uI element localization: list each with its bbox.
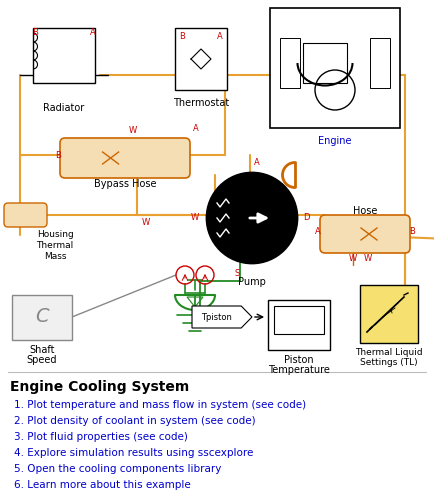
Text: Mass: Mass [44,252,66,261]
Text: Radiator: Radiator [43,103,85,113]
Text: W: W [129,126,137,135]
Text: 2. Plot density of coolant in system (see code): 2. Plot density of coolant in system (se… [14,416,256,426]
FancyBboxPatch shape [60,138,190,178]
Bar [268,300,330,350]
Text: Speed: Speed [27,355,57,365]
Text: B: B [179,32,185,41]
Bar [280,38,300,88]
Bar [175,28,227,90]
Text: Hose: Hose [353,206,377,216]
Text: Engine Cooling System: Engine Cooling System [10,380,189,394]
Text: C: C [35,308,49,327]
Text: A: A [193,124,199,133]
Circle shape [207,173,297,263]
Text: A: A [217,32,223,41]
Text: Engine: Engine [318,136,352,146]
FancyBboxPatch shape [320,215,410,253]
Text: Pump: Pump [238,277,266,287]
Text: B: B [409,227,415,236]
Text: 4. Explore simulation results using sscexplore: 4. Explore simulation results using ssce… [14,448,253,458]
Bar [370,38,390,88]
Bar [270,8,400,128]
Text: 3. Plot fluid properties (see code): 3. Plot fluid properties (see code) [14,432,188,442]
Text: W: W [349,254,357,263]
Text: D: D [303,213,309,222]
Text: W: W [142,218,150,227]
Text: Thermal: Thermal [36,241,74,250]
Text: Tpiston: Tpiston [201,313,231,322]
Bar [12,295,72,340]
Text: A: A [90,28,96,37]
Text: 5. Open the cooling components library: 5. Open the cooling components library [14,464,221,474]
Text: Thermostat: Thermostat [173,98,229,108]
Polygon shape [192,306,252,328]
Text: A: A [315,227,321,236]
Text: W: W [191,213,199,222]
Text: 1. Plot temperature and mass flow in system (see code): 1. Plot temperature and mass flow in sys… [14,400,306,410]
Text: Housing: Housing [36,230,73,239]
Bar [274,306,324,334]
Text: Temperature: Temperature [268,365,330,375]
Text: S: S [234,269,240,278]
Text: Bypass Hose: Bypass Hose [94,179,156,189]
Text: Shaft: Shaft [29,345,55,355]
Text: Thermal Liquid: Thermal Liquid [355,348,423,357]
Text: W: W [363,254,372,263]
Text: 6. Learn more about this example: 6. Learn more about this example [14,480,191,490]
Bar [33,28,95,83]
Text: B: B [32,28,38,37]
Bar [303,43,347,83]
Bar [360,285,418,343]
FancyBboxPatch shape [4,203,47,227]
Text: A: A [254,158,260,167]
Text: Piston: Piston [284,355,314,365]
Text: B: B [55,151,61,160]
Text: Settings (TL): Settings (TL) [360,358,418,367]
